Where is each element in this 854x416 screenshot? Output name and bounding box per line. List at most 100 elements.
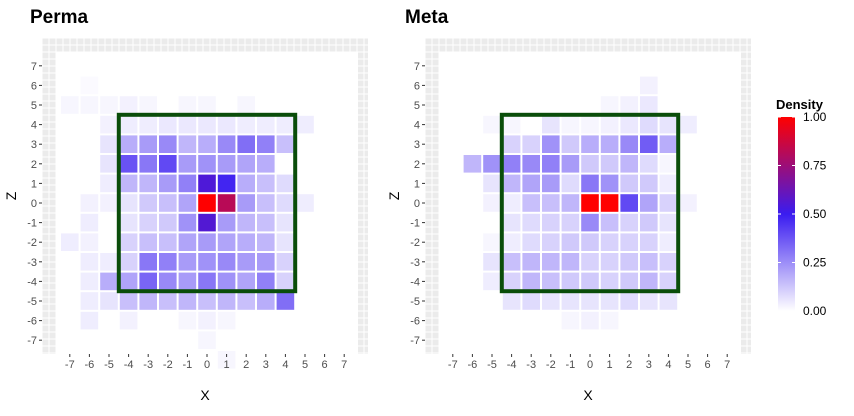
heatmap-cell xyxy=(581,253,599,271)
heatmap-cell xyxy=(257,194,275,212)
heatmap-cell xyxy=(581,292,599,310)
heatmap-cell xyxy=(276,272,295,291)
heatmap-cell xyxy=(600,311,619,330)
heatmap-cell xyxy=(561,155,580,173)
heatmap-cell xyxy=(198,253,216,271)
heatmap-cell xyxy=(237,292,255,310)
heatmap-cell xyxy=(502,272,521,291)
heatmap-cells xyxy=(463,76,697,330)
z-tick-label: 2 xyxy=(31,159,37,171)
heatmap-cell xyxy=(502,115,521,134)
x-tick-label: -7 xyxy=(448,359,458,371)
heatmap-cell xyxy=(600,155,619,173)
heatmap-cell xyxy=(257,272,275,291)
heatmap-cell xyxy=(522,155,540,173)
z-tick-label: 0 xyxy=(414,198,420,210)
x-tick-label: 0 xyxy=(587,359,593,371)
z-tick-label: -3 xyxy=(27,257,37,269)
heatmap-cell xyxy=(178,311,197,330)
heatmap-cell xyxy=(561,115,580,134)
heatmap-cell xyxy=(178,253,197,271)
heatmap-cell xyxy=(542,135,560,153)
heatmap-cell xyxy=(178,233,197,251)
heatmap-cell xyxy=(80,213,99,232)
z-tick-label: -2 xyxy=(27,237,37,249)
x-tick-label: 7 xyxy=(724,359,730,371)
heatmap-cell xyxy=(198,155,216,173)
heatmap-cell xyxy=(640,194,658,212)
x-tick-label: -6 xyxy=(468,359,478,371)
legend-tick-label: 0.50 xyxy=(803,207,827,221)
z-tick-label: 3 xyxy=(31,139,37,151)
z-tick-label: -7 xyxy=(410,335,420,347)
heatmap-cell xyxy=(237,272,255,291)
z-tick-label: 6 xyxy=(31,80,37,92)
heatmap-cell xyxy=(463,155,482,173)
heatmap-cell xyxy=(561,135,580,153)
heatmap-cell xyxy=(620,194,638,212)
legend-tick-label: 1.00 xyxy=(803,110,827,124)
heatmap-cell xyxy=(296,115,314,134)
heatmap-cell xyxy=(139,233,157,251)
heatmap-cell xyxy=(159,253,177,271)
heatmap-cell xyxy=(80,194,99,212)
z-tick-label: 1 xyxy=(414,178,420,190)
z-axis-title: Z xyxy=(3,191,19,200)
heatmap-cell xyxy=(561,174,580,193)
heatmap-cell xyxy=(659,194,678,212)
x-tick-label: -2 xyxy=(163,359,173,371)
z-tick-label: 6 xyxy=(414,80,420,92)
heatmap-cell xyxy=(542,292,560,310)
heatmap-cell xyxy=(217,311,236,330)
heatmap-cell xyxy=(257,174,275,193)
heatmap-cell xyxy=(561,213,580,232)
heatmap-cell xyxy=(237,115,255,134)
heatmap-cell xyxy=(522,213,540,232)
heatmap-cell xyxy=(257,155,275,173)
heatmap-cell xyxy=(139,194,157,212)
heatmap-cell xyxy=(483,233,501,251)
heatmap-cell xyxy=(640,135,658,153)
heatmap-cell xyxy=(178,115,197,134)
heatmap-cell xyxy=(659,174,678,193)
x-tick-label: -6 xyxy=(85,359,95,371)
heatmap-cell xyxy=(522,272,540,291)
x-tick-label: 3 xyxy=(263,359,269,371)
heatmap-cell xyxy=(61,233,79,251)
heatmap-cell xyxy=(80,233,99,251)
heatmap-cell xyxy=(257,135,275,153)
heatmap-cell xyxy=(159,194,177,212)
heatmap-cell xyxy=(276,233,295,251)
heatmap-cell xyxy=(119,194,138,212)
z-tick-label: 7 xyxy=(31,61,37,73)
heatmap-cell xyxy=(237,194,255,212)
heatmap-cell xyxy=(119,253,138,271)
heatmap-cell xyxy=(561,233,580,251)
heatmap-cell xyxy=(139,213,157,232)
heatmap-cell xyxy=(659,115,678,134)
x-tick-label: -4 xyxy=(124,359,134,371)
heatmap-cell xyxy=(276,253,295,271)
heatmap-cell xyxy=(522,292,540,310)
heatmap-cells xyxy=(61,76,314,369)
heatmap-cell xyxy=(581,213,599,232)
z-tick-label: -5 xyxy=(27,296,37,308)
heatmap-cell xyxy=(276,292,295,310)
x-tick-label: -3 xyxy=(526,359,536,371)
heatmap-cell xyxy=(659,253,678,271)
heatmap-cell xyxy=(522,253,540,271)
heatmap-cell xyxy=(119,213,138,232)
heatmap-cell xyxy=(581,155,599,173)
heatmap-cell xyxy=(159,233,177,251)
x-tick-label: 3 xyxy=(646,359,652,371)
heatmap-cell xyxy=(502,155,521,173)
x-tick-label: -5 xyxy=(487,359,497,371)
heatmap-cell xyxy=(100,194,118,212)
heatmap-cell xyxy=(119,292,138,310)
x-tick-label: 4 xyxy=(282,359,288,371)
heatmap-cell xyxy=(178,272,197,291)
heatmap-cell xyxy=(483,174,501,193)
x-tick-label: 1 xyxy=(607,359,613,371)
z-tick-label: 7 xyxy=(414,61,420,73)
